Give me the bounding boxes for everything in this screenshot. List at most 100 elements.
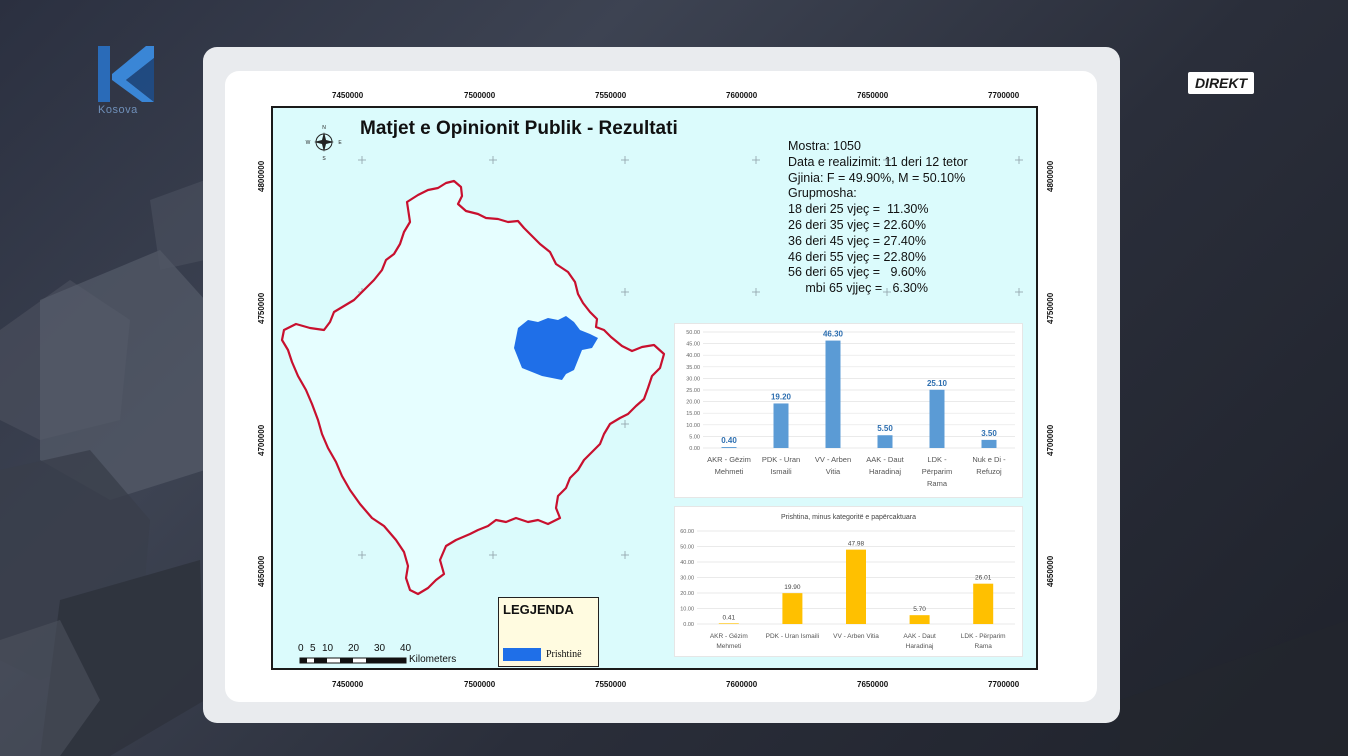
chart-national: 0.00 5.00 10.00 15.00 20.00 25.00 30.00 35.00 40… xyxy=(674,323,1023,498)
survey-info: Mostra: 1050 Data e realizimit: 11 deri 1… xyxy=(788,139,968,297)
channel-logo-icon xyxy=(98,46,154,102)
chart-prishtina: Prishtina, minus kategoritë e papërcaktu… xyxy=(674,506,1023,657)
scale-mark: 5 xyxy=(310,643,316,654)
y-tick-label: 25.00 xyxy=(686,388,700,394)
scale-mark: 0 xyxy=(298,643,304,654)
chart-title: Prishtina, minus kategoritë e papërcaktu… xyxy=(781,514,916,521)
x-coordinate-label: 7450000 xyxy=(332,680,364,689)
x-coordinate-label: 7700000 xyxy=(988,91,1020,100)
map-title: Matjet e Opinionit Publik - Rezultati xyxy=(360,118,678,139)
x-coordinate-label: 7500000 xyxy=(464,680,496,689)
y-tick-label: 0.00 xyxy=(683,622,694,628)
category-label: VV - Arben Vitia xyxy=(833,633,879,640)
category-label: Rama xyxy=(975,643,993,650)
category-label: Mehmeti xyxy=(716,643,741,650)
x-coordinate-label: 7700000 xyxy=(988,680,1020,689)
category-label: AKR - Gëzim xyxy=(710,633,748,640)
category-label: LDK - Përparim xyxy=(961,633,1006,640)
category-label: VV - Arben xyxy=(815,455,851,464)
survey-info-line: 36 deri 45 vjeç = 27.40% xyxy=(788,233,926,248)
data-label: 25.10 xyxy=(927,379,948,388)
x-coordinate-label: 7650000 xyxy=(857,91,889,100)
x-coordinate-label: 7450000 xyxy=(332,91,364,100)
legend-title: LEGJENDA xyxy=(503,602,574,617)
category-label: Mehmeti xyxy=(715,467,744,476)
x-coordinate-label: 7600000 xyxy=(726,91,758,100)
category-label: Refuzoj xyxy=(976,467,1002,476)
bar xyxy=(973,583,994,624)
category-label: Haradinaj xyxy=(869,467,901,476)
y-coordinate-label: 4650000 xyxy=(257,555,266,587)
bar xyxy=(846,549,866,624)
y-coordinate-label: 4650000 xyxy=(1046,555,1055,587)
survey-info-line: Mostra: 1050 xyxy=(788,139,861,153)
category-label: LDK - xyxy=(927,455,947,464)
category-label: Nuk e Di - xyxy=(972,455,1006,464)
category-label: Vitia xyxy=(826,467,841,476)
category-label: PDK - Uran Ismaili xyxy=(766,633,819,640)
data-label: 19.20 xyxy=(771,392,792,401)
scale-bar-unit: Kilometers xyxy=(409,654,457,665)
y-tick-label: 50.00 xyxy=(686,330,700,336)
legend-label: Prishtinë xyxy=(546,649,582,660)
x-coordinate-label: 7500000 xyxy=(464,91,496,100)
bar xyxy=(929,389,945,448)
survey-info-line: 46 deri 55 vjeç = 22.80% xyxy=(788,249,926,264)
y-coordinate-label: 4750000 xyxy=(257,292,266,324)
data-label: 19.90 xyxy=(784,584,801,591)
data-label: 46.30 xyxy=(823,330,844,339)
survey-info-line: 26 deri 35 vjeç = 22.60% xyxy=(788,217,926,232)
y-tick-label: 15.00 xyxy=(686,411,700,417)
survey-info-line: Grupmosha: xyxy=(788,186,857,201)
y-tick-label: 30.00 xyxy=(686,376,700,382)
y-tick-label: 40.00 xyxy=(680,560,694,566)
bar xyxy=(981,439,997,448)
y-coordinate-label: 4700000 xyxy=(1046,424,1055,456)
data-label: 47.98 xyxy=(848,541,865,548)
y-coordinate-label: 4750000 xyxy=(1046,292,1055,324)
survey-info-line: mbi 65 vjjeç = 6.30% xyxy=(788,281,928,296)
bar xyxy=(721,447,737,448)
data-label: 26.01 xyxy=(975,575,992,582)
scale-mark: 30 xyxy=(374,643,386,654)
y-tick-label: 50.00 xyxy=(680,545,694,551)
y-coordinate-label: 4700000 xyxy=(257,424,266,456)
bar xyxy=(825,340,841,448)
scale-mark: 40 xyxy=(400,643,412,654)
category-label: AAK - Daut xyxy=(903,633,936,640)
survey-info-line: Gjinia: F = 49.90%, M = 50.10% xyxy=(788,170,966,185)
y-tick-label: 20.00 xyxy=(686,400,700,406)
bar xyxy=(718,623,739,624)
data-label: 5.50 xyxy=(877,424,893,433)
y-tick-label: 40.00 xyxy=(686,353,700,359)
scale-mark: 10 xyxy=(322,643,334,654)
bar xyxy=(909,615,930,624)
x-coordinate-label: 7600000 xyxy=(726,680,758,689)
x-coordinate-label: 7550000 xyxy=(595,91,627,100)
chart-national-svg: 0.00 5.00 10.00 15.00 20.00 25.00 30.00 35.00 40… xyxy=(686,330,1015,488)
y-tick-label: 5.00 xyxy=(689,434,700,440)
bar xyxy=(877,435,893,448)
y-coordinate-label: 4800000 xyxy=(257,160,266,192)
category-label: PDK - Uran xyxy=(762,455,800,464)
survey-info-line: 18 deri 25 vjeç = 11.30% xyxy=(788,202,929,217)
y-tick-label: 35.00 xyxy=(686,365,700,371)
category-label: Haradinaj xyxy=(906,643,934,650)
y-tick-label: 30.00 xyxy=(680,576,694,582)
y-tick-label: 0.00 xyxy=(689,446,700,452)
category-label: Përparim xyxy=(922,467,952,476)
category-label: AKR - Gëzim xyxy=(707,455,751,464)
survey-info-line: 56 deri 65 vjeç = 9.60% xyxy=(788,265,926,280)
live-badge: DIREKT xyxy=(1188,72,1254,94)
data-label: 3.50 xyxy=(981,429,997,438)
y-tick-label: 45.00 xyxy=(686,342,700,348)
y-tick-label: 20.00 xyxy=(680,591,694,597)
channel-logo-text: Kosova xyxy=(98,104,138,116)
x-coordinate-label: 7550000 xyxy=(595,680,627,689)
category-label: AAK - Daut xyxy=(866,455,904,464)
x-coordinate-label: 7650000 xyxy=(857,680,889,689)
scale-mark: 20 xyxy=(348,643,360,654)
y-tick-label: 60.00 xyxy=(680,529,694,535)
survey-info-line: Data e realizimit: 11 deri 12 tetor xyxy=(788,154,968,169)
y-tick-label: 10.00 xyxy=(686,423,700,429)
